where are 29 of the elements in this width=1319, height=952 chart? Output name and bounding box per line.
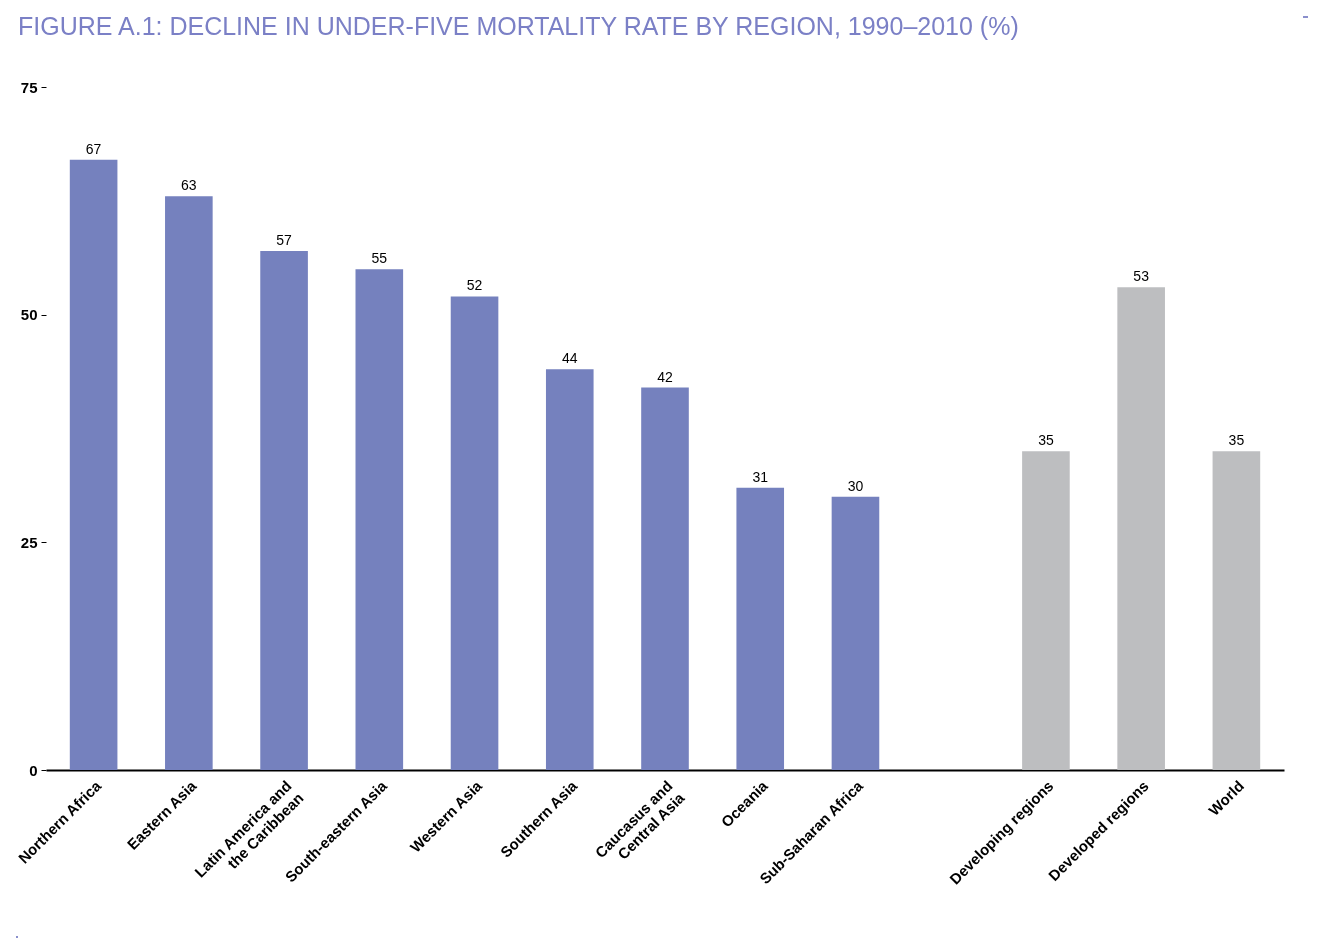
y-tick-label: 75 [20, 78, 38, 96]
bar [1022, 451, 1070, 770]
data-label: 35 [1228, 432, 1245, 449]
data-label: 35 [1038, 432, 1054, 449]
y-tick-label: 50 [20, 306, 38, 324]
bar [355, 269, 404, 770]
bar [641, 387, 689, 770]
bar [1117, 287, 1165, 770]
data-label: 57 [276, 231, 293, 248]
bar [69, 159, 118, 770]
data-label: 67 [85, 140, 102, 157]
bar [545, 369, 594, 770]
y-tick-label: 25 [20, 533, 38, 551]
data-label: 55 [371, 250, 388, 267]
data-label: 30 [847, 477, 864, 494]
y-tick-label: 0 [29, 761, 38, 779]
data-label: 44 [561, 350, 578, 367]
bar [736, 487, 785, 770]
bar [450, 296, 499, 770]
bar [1212, 451, 1261, 770]
bar [165, 196, 213, 770]
data-label: 42 [657, 368, 673, 385]
data-label: 53 [1133, 268, 1150, 285]
data-label: 52 [466, 277, 483, 294]
bar [831, 496, 880, 770]
data-label: 63 [181, 177, 197, 194]
data-label: 31 [752, 468, 769, 485]
chart-title: FIGURE A.1: DECLINE IN UNDER-FIVE MORTALITY RATE BY REGION, 1990–2010 (%) [18, 12, 1019, 40]
bar [260, 250, 308, 770]
